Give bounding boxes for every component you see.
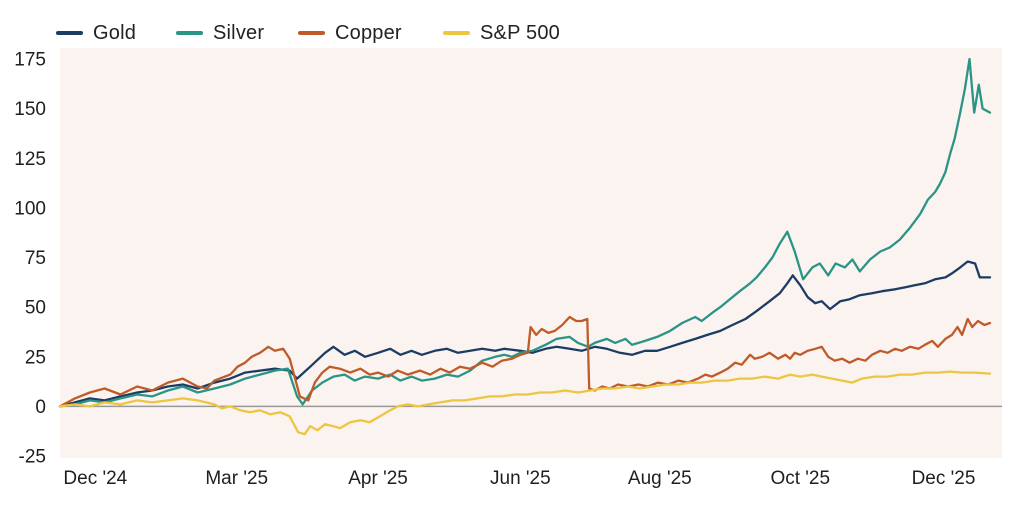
x-axis-tick-label: Jun '25 <box>490 468 551 489</box>
x-axis-tick-label: Dec '24 <box>63 468 127 489</box>
series-line-s-p-500 <box>58 370 992 436</box>
y-axis-tick-label: 25 <box>25 347 46 368</box>
y-axis-tick-label: 175 <box>14 50 46 71</box>
y-axis-tick-label: 75 <box>25 248 46 269</box>
y-axis-tick-label: 100 <box>14 198 46 219</box>
y-axis-tick-label: 50 <box>25 298 46 319</box>
x-axis-tick-label: Dec '25 <box>912 468 976 489</box>
x-axis-tick-label: Apr '25 <box>348 468 408 489</box>
y-axis-tick-label: 0 <box>35 397 46 418</box>
series-line-copper <box>58 315 992 408</box>
series-line-silver <box>58 57 992 408</box>
x-axis-tick-label: Mar '25 <box>205 468 268 489</box>
y-axis-tick-label: 125 <box>14 149 46 170</box>
legend-label-copper: Copper <box>335 21 402 44</box>
x-axis-tick-label: Oct '25 <box>770 468 830 489</box>
legend-label-silver: Silver <box>213 21 265 44</box>
plot-area <box>60 48 1002 458</box>
legend-label-gold: Gold <box>93 21 137 44</box>
legend-swatch-copper-icon <box>298 31 325 35</box>
legend-swatch-gold-icon <box>56 31 83 35</box>
legend-swatch-s-p-500-icon <box>443 31 470 35</box>
legend-item-copper[interactable]: Copper <box>298 20 402 46</box>
legend-label-s-p-500: S&P 500 <box>480 21 560 44</box>
x-axis-tick-label: Aug '25 <box>628 468 692 489</box>
chart-legend: Gold Silver Copper S&P 500 <box>0 0 1011 46</box>
y-axis-tick-label: 150 <box>14 99 46 120</box>
legend-item-silver[interactable]: Silver <box>176 20 264 46</box>
legend-item-gold[interactable]: Gold <box>56 20 136 46</box>
legend-swatch-silver-icon <box>176 31 203 35</box>
series-line-gold <box>58 260 992 408</box>
legend-item-s-p-500[interactable]: S&P 500 <box>443 20 560 46</box>
y-axis-tick-label: -25 <box>19 447 46 468</box>
